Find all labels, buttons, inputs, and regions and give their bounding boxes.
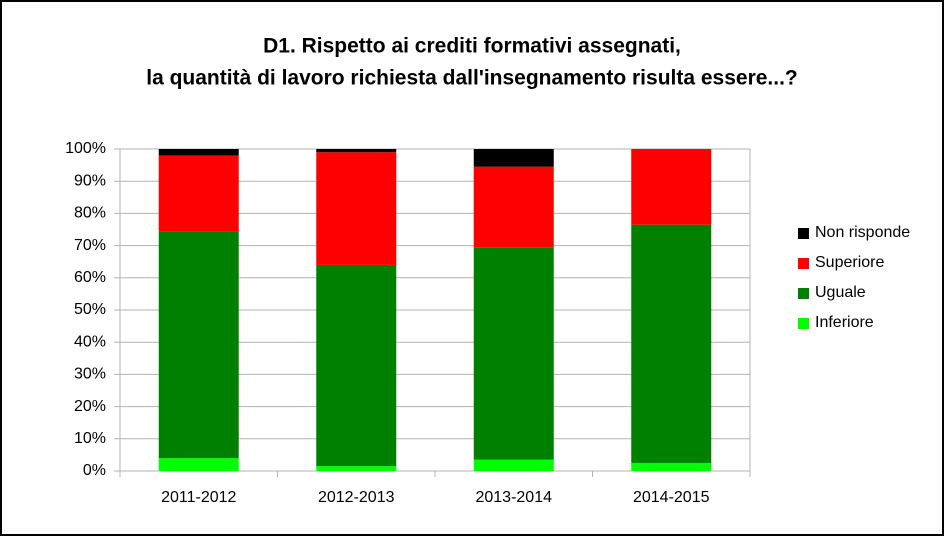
y-tick-label: 70% (74, 237, 106, 254)
legend-swatch (798, 228, 809, 239)
bar-segment (316, 264, 397, 467)
bar-segment (158, 231, 239, 459)
y-tick-label: 20% (74, 398, 106, 415)
y-tick-label: 90% (74, 172, 106, 189)
y-tick-label: 10% (74, 430, 106, 447)
x-tick-label: 2014-2015 (633, 489, 710, 506)
bar-segment (473, 459, 554, 471)
x-tick-label: 2012-2013 (318, 489, 395, 506)
bar-segment (316, 152, 397, 265)
bar-segment (473, 149, 554, 167)
legend-label: Non risponde (815, 224, 910, 241)
y-tick-label: 0% (83, 462, 106, 479)
legend-label: Uguale (815, 284, 866, 301)
y-tick-label: 60% (74, 269, 106, 286)
bar-segment (158, 149, 239, 156)
chart-title: D1. Rispetto ai crediti formativi assegn… (263, 35, 681, 58)
x-tick-label: 2013-2014 (475, 489, 552, 506)
y-tick-label: 50% (74, 301, 106, 318)
bar-segment (316, 466, 397, 471)
legend-swatch (798, 288, 809, 299)
bar-segment (316, 149, 397, 153)
legend-label: Superiore (815, 254, 884, 271)
bar-segment (631, 149, 712, 225)
y-tick-label: 100% (65, 140, 106, 157)
bar-segment (631, 224, 712, 463)
x-tick-label: 2011-2012 (161, 489, 236, 506)
y-tick-label: 40% (74, 333, 106, 350)
bar-segment (158, 458, 239, 471)
chart-title: la quantità di lavoro richiesta dall'ins… (146, 67, 798, 90)
bar-segment (631, 462, 712, 471)
legend-swatch (798, 318, 809, 329)
y-tick-label: 80% (74, 205, 106, 222)
y-tick-label: 30% (74, 366, 106, 383)
bar-segment (473, 166, 554, 248)
legend-swatch (798, 258, 809, 269)
bar-segment (473, 247, 554, 460)
legend-label: Inferiore (815, 314, 874, 331)
bar-segment (158, 155, 239, 232)
